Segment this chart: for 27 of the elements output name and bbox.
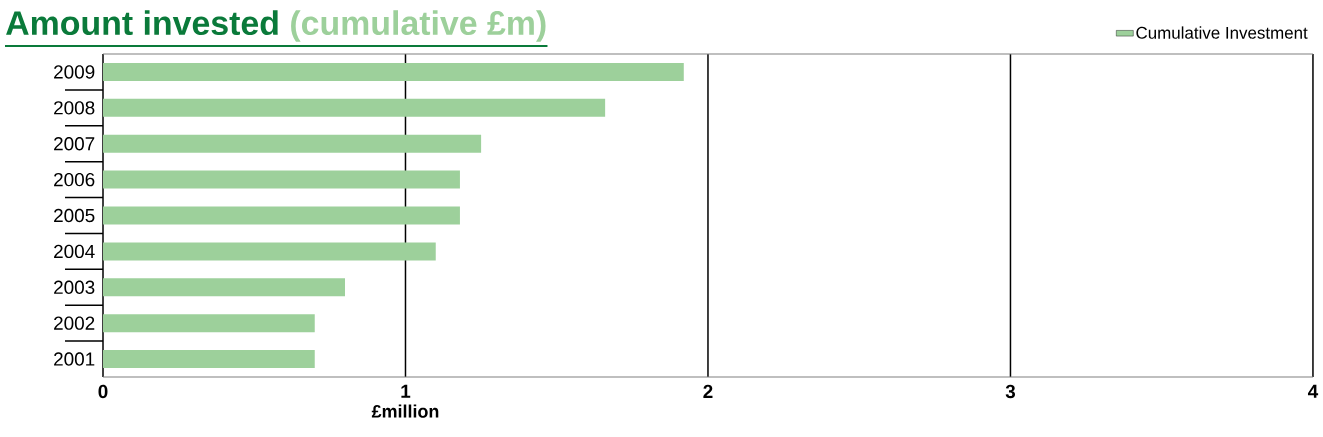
x-tick-label: 4 [1307,384,1319,398]
bar [103,278,345,297]
bar [103,242,436,261]
y-tick-label: 2009 [54,65,95,79]
x-tick-label: 1 [401,384,411,398]
legend-label: Cumulative Investment [1136,26,1308,39]
bar [103,350,315,369]
y-tick-label: 2001 [54,352,95,366]
y-tick-label: 2006 [54,172,95,187]
x-tick-label: 3 [1005,384,1016,399]
chart-title: Amount invested [6,10,278,36]
y-tick-label: 2003 [54,280,95,294]
bar [103,62,684,81]
y-tick-label: 2002 [54,316,95,330]
y-tick-label: 2007 [54,137,95,151]
bar [103,134,482,153]
bar [103,314,315,333]
bar [103,98,606,117]
y-tick-label: 2008 [54,101,95,115]
bar [103,170,460,189]
bar [103,206,460,225]
x-axis-title: £million [371,404,439,418]
x-tick-label: 2 [703,384,713,398]
y-tick-label: 2005 [54,208,95,223]
x-tick-label: 0 [98,384,108,399]
chart-subtitle: (cumulative £m) [291,10,546,42]
y-tick-label: 2004 [54,244,95,259]
